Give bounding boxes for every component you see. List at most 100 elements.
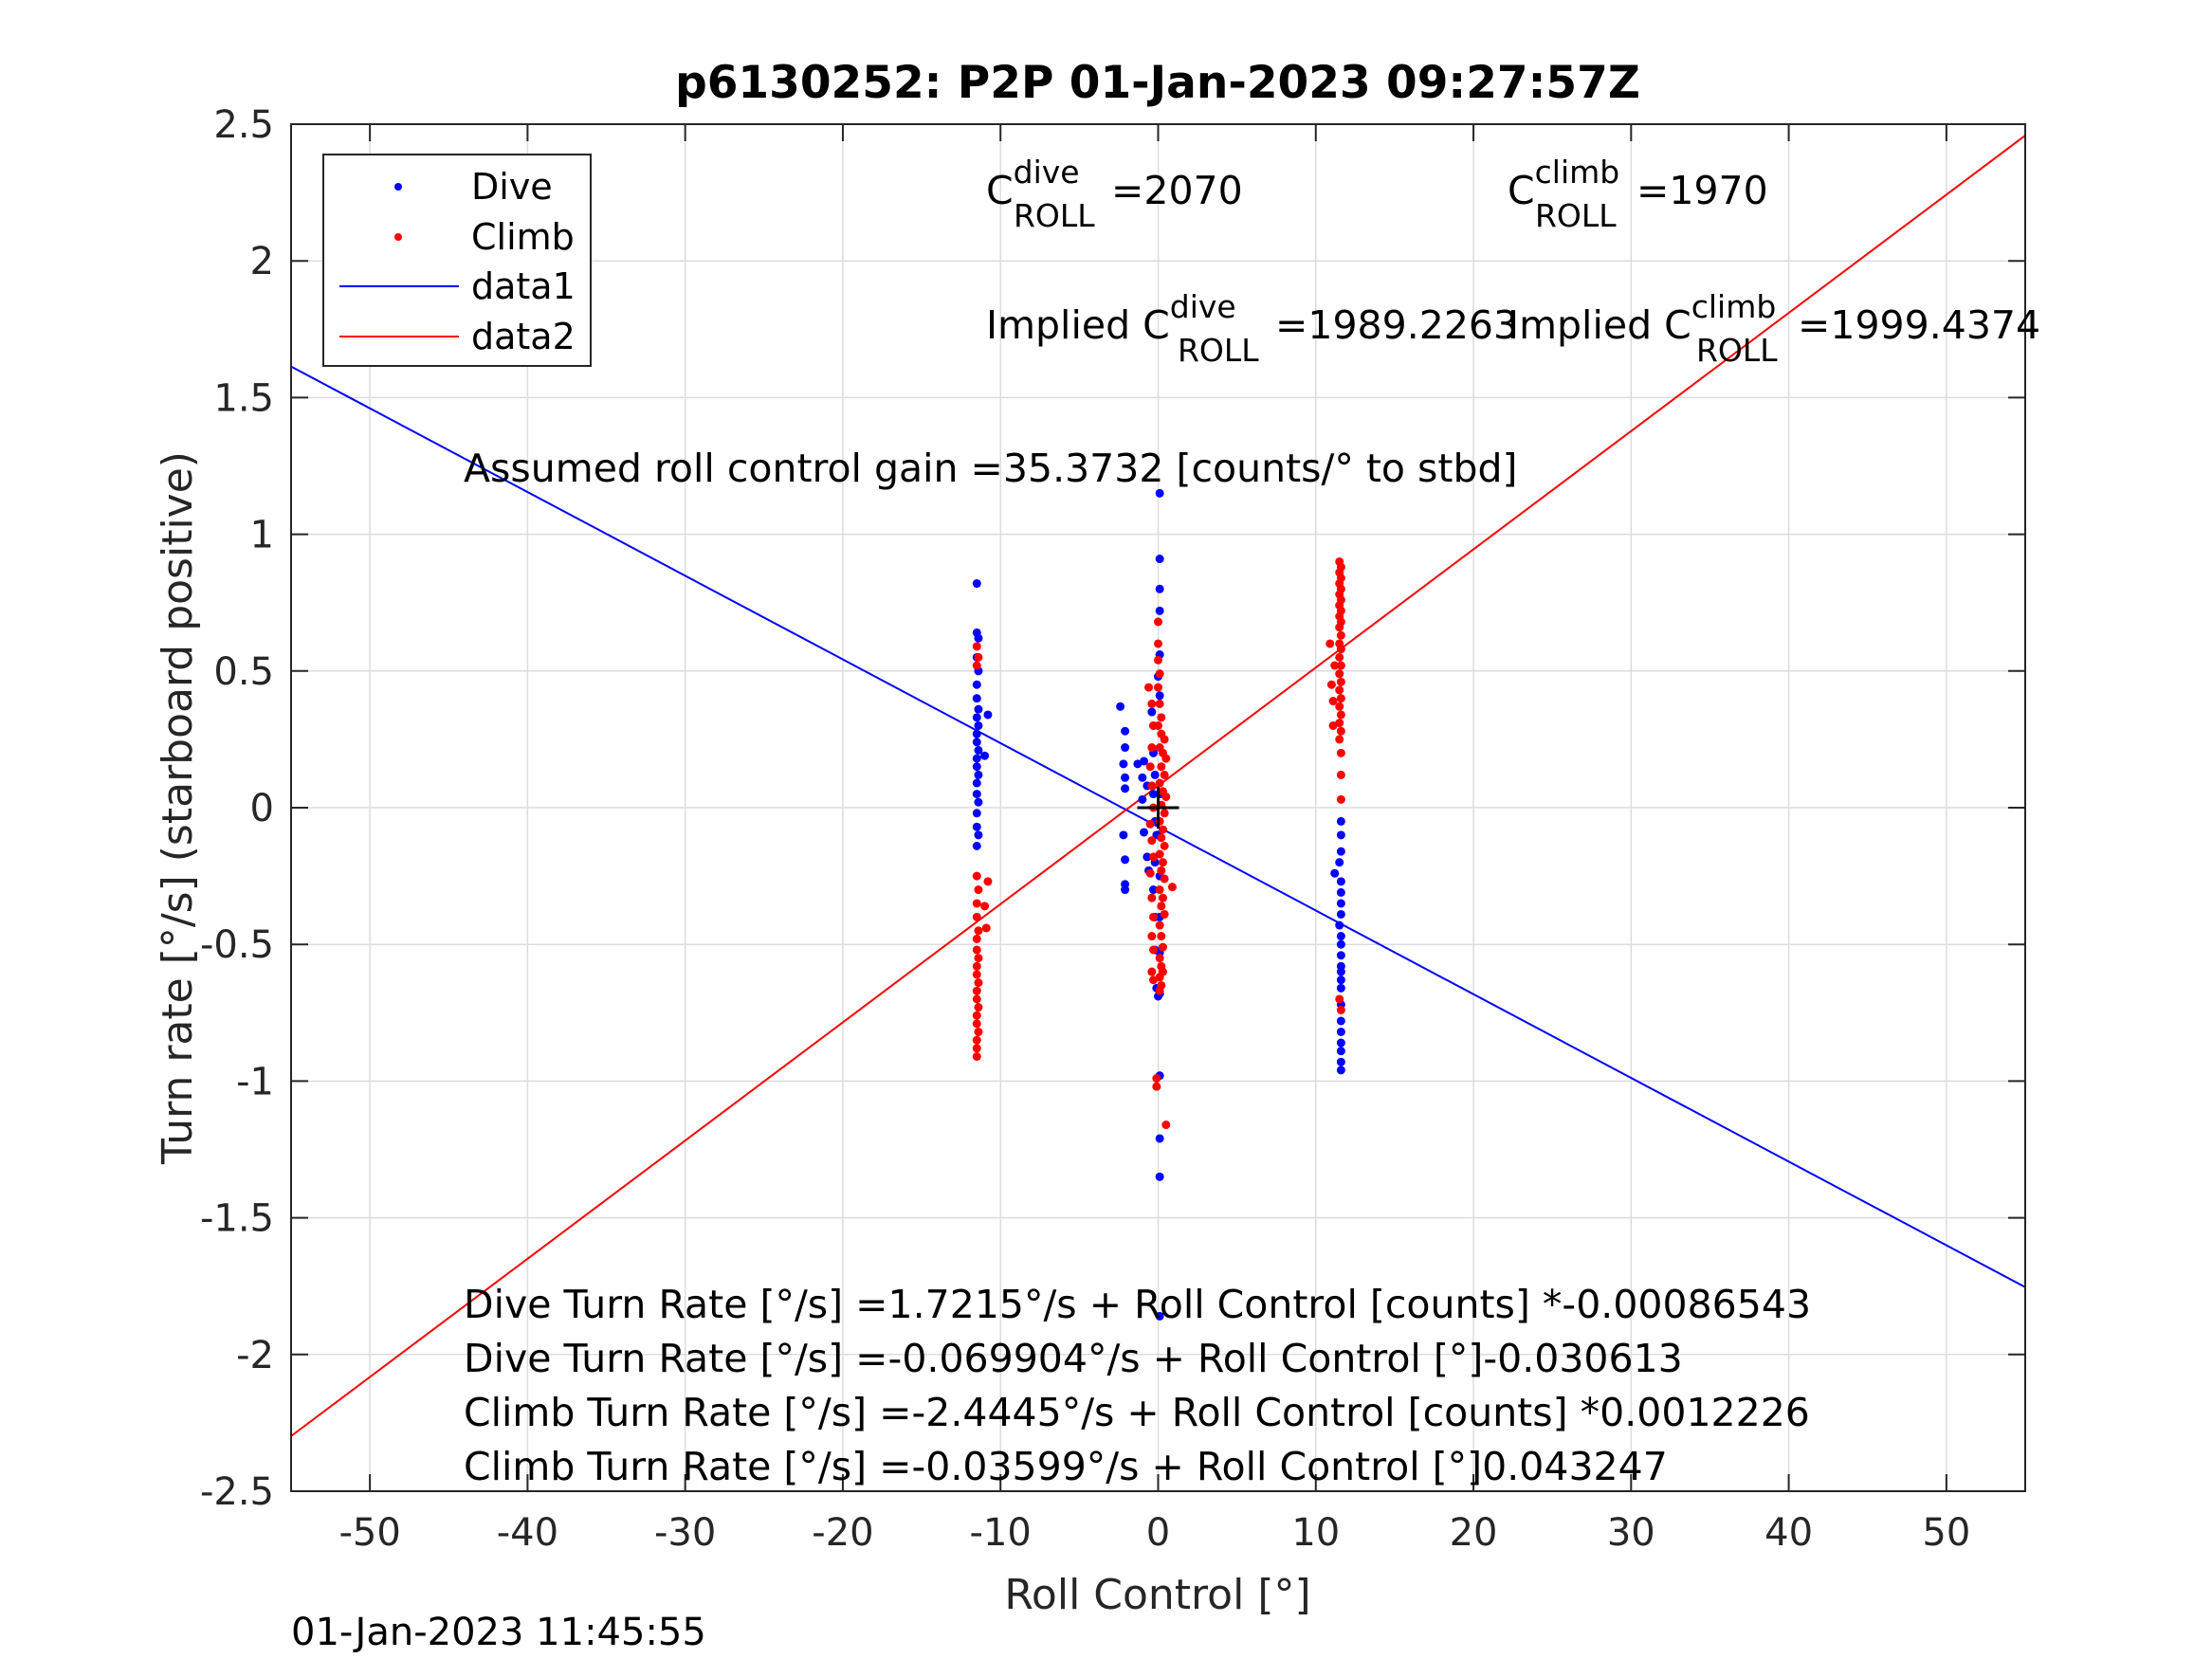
dive-point bbox=[974, 745, 983, 755]
dive-point bbox=[974, 830, 983, 840]
climb-point bbox=[972, 871, 981, 881]
dive-point bbox=[1150, 770, 1160, 779]
dive-point bbox=[1336, 951, 1345, 960]
y-tick-label: 2 bbox=[250, 240, 274, 283]
dive-point bbox=[1336, 899, 1345, 908]
dive-point bbox=[972, 822, 981, 831]
legend-climb-marker bbox=[394, 233, 402, 241]
dive-point bbox=[972, 713, 981, 722]
dive-point bbox=[1121, 743, 1130, 753]
dive-point bbox=[1121, 726, 1130, 736]
climb-point bbox=[1335, 702, 1344, 711]
x-tick-label: -20 bbox=[812, 1511, 873, 1555]
x-tick-label: 30 bbox=[1607, 1511, 1655, 1555]
climb-point bbox=[1336, 677, 1345, 686]
dive-point bbox=[974, 720, 983, 730]
climb-point bbox=[980, 902, 990, 911]
climb-point bbox=[1160, 909, 1169, 919]
dive-point bbox=[972, 841, 981, 850]
chart-title: p6130252: P2P 01-Jan-2023 09:27:57Z bbox=[675, 57, 1640, 109]
dive-point bbox=[974, 633, 983, 643]
climb-point bbox=[1145, 819, 1155, 829]
legend-box bbox=[322, 154, 592, 367]
dive-point bbox=[1336, 1016, 1345, 1026]
climb-point bbox=[1154, 639, 1162, 648]
climb-point bbox=[1336, 748, 1345, 757]
dive-point bbox=[983, 710, 993, 720]
x-axis-label: Roll Control [°] bbox=[1004, 1571, 1310, 1619]
climb-point bbox=[972, 642, 981, 651]
climb-point bbox=[1145, 868, 1155, 878]
climb-point bbox=[1161, 754, 1171, 763]
climb-point bbox=[1158, 893, 1167, 902]
climb-point bbox=[1336, 710, 1345, 720]
dive-point bbox=[1155, 1172, 1164, 1181]
y-tick-label: -2.5 bbox=[200, 1470, 274, 1514]
fit-text-3: Climb Turn Rate [°/s] =-2.4445°/s + Roll… bbox=[464, 1390, 1810, 1435]
dive-point bbox=[1121, 885, 1130, 895]
dive-point bbox=[1155, 691, 1164, 701]
climb-point bbox=[1154, 655, 1162, 665]
gain-annotation: Assumed roll control gain =35.3732 [coun… bbox=[464, 446, 1518, 491]
y-tick-label: -1.5 bbox=[200, 1197, 274, 1241]
climb-point bbox=[972, 1011, 981, 1020]
climb-point bbox=[1161, 1121, 1171, 1130]
climb-point bbox=[972, 899, 981, 908]
y-tick-label: -0.5 bbox=[200, 923, 274, 967]
climb-point bbox=[1336, 1005, 1345, 1014]
center-marker bbox=[1137, 787, 1179, 829]
implied-c-dive-annotation: Implied Cdive ROLL=1989.2263 bbox=[986, 288, 1518, 369]
dive-point bbox=[1335, 858, 1344, 867]
climb-point bbox=[1335, 623, 1344, 632]
climb-point bbox=[972, 1044, 981, 1053]
climb-point bbox=[1335, 735, 1344, 744]
climb-point bbox=[1336, 661, 1345, 670]
climb-point bbox=[1154, 617, 1162, 627]
climb-point bbox=[1161, 792, 1171, 801]
c-climb-annotation: Cclimb ROLL=1970 bbox=[1508, 154, 1768, 234]
dive-point bbox=[1121, 855, 1130, 865]
fit-text-2: Dive Turn Rate [°/s] =-0.069904°/s + Rol… bbox=[464, 1336, 1683, 1381]
x-tick-label: -40 bbox=[497, 1511, 558, 1555]
fit-text-4: Climb Turn Rate [°/s] =-0.03599°/s + Rol… bbox=[464, 1444, 1668, 1489]
climb-point bbox=[1328, 720, 1338, 730]
y-tick-label: 0 bbox=[250, 787, 274, 830]
climb-point bbox=[1167, 883, 1177, 892]
implied-c-climb-annotation: Implied Cclimb ROLL=1999.4374 bbox=[1508, 288, 2040, 369]
dive-point bbox=[974, 704, 983, 714]
climb-point bbox=[1336, 794, 1345, 804]
dive-point bbox=[1336, 1038, 1345, 1048]
climb-point bbox=[974, 954, 983, 963]
dive-point bbox=[1336, 983, 1345, 993]
dive-point bbox=[972, 754, 981, 763]
climb-point bbox=[1328, 697, 1338, 706]
x-tick-label: 50 bbox=[1922, 1511, 1970, 1555]
climb-point bbox=[1154, 720, 1162, 730]
climb-point bbox=[1155, 849, 1164, 859]
climb-point bbox=[1155, 973, 1164, 982]
climb-point bbox=[1155, 778, 1164, 788]
dive-point bbox=[1143, 852, 1152, 862]
x-tick-label: 0 bbox=[1146, 1511, 1170, 1555]
climb-point bbox=[1147, 743, 1157, 753]
climb-point bbox=[981, 923, 991, 933]
climb-point bbox=[1160, 874, 1169, 884]
climb-point bbox=[1158, 858, 1167, 867]
dive-point bbox=[1336, 887, 1345, 897]
climb-point bbox=[972, 1019, 981, 1029]
climb-point bbox=[983, 877, 993, 886]
climb-point bbox=[1155, 921, 1164, 930]
x-tick-label: 40 bbox=[1764, 1511, 1813, 1555]
climb-point bbox=[1336, 645, 1345, 654]
dive-point bbox=[1140, 828, 1149, 837]
dive-point bbox=[1155, 1134, 1164, 1143]
climb-point bbox=[972, 970, 981, 979]
climb-point bbox=[974, 652, 983, 662]
y-tick-label: -2 bbox=[236, 1334, 274, 1377]
dive-point bbox=[1335, 921, 1344, 930]
legend: Dive Climb data1 data2 bbox=[322, 154, 592, 367]
climb-point bbox=[1144, 683, 1154, 692]
climb-point bbox=[1335, 685, 1344, 695]
y-tick-label: 2.5 bbox=[213, 103, 274, 147]
